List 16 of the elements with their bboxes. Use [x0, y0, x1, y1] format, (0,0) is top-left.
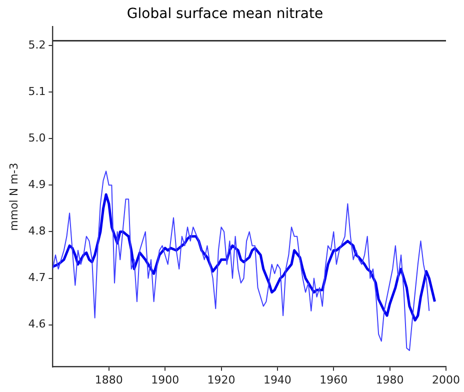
x-tick-label: 1920 [207, 373, 236, 386]
y-axis-title: mmol N m-3 [7, 162, 20, 231]
x-tick-label: 1880 [94, 373, 123, 386]
y-tick-label: 4.7 [28, 271, 46, 284]
y-tick-label: 5.1 [28, 84, 46, 98]
x-tick-label: 1900 [151, 373, 180, 386]
y-tick-label: 4.9 [28, 178, 46, 192]
x-tick-label: 1960 [320, 373, 348, 386]
y-tick-label: 5.0 [28, 131, 46, 144]
x-tick-label: 2000 [432, 373, 460, 386]
y-tick-label: 4.6 [28, 318, 46, 331]
y-tick-label: 5.2 [28, 38, 46, 52]
x-tick-label: 1940 [263, 373, 292, 386]
x-tick-label: 1980 [376, 373, 404, 386]
chart-title: Global surface mean nitrate [126, 6, 324, 22]
y-tick-label: 4.8 [28, 224, 46, 238]
